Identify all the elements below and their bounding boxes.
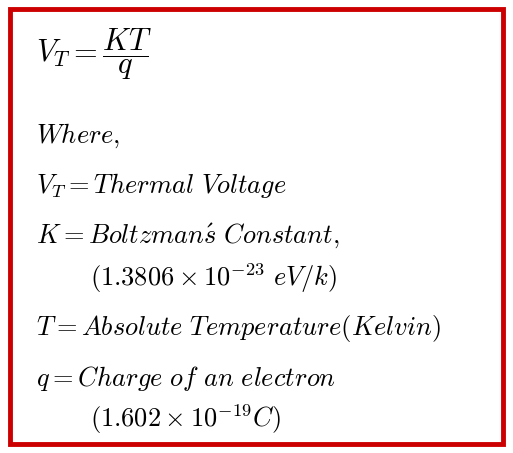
Text: $(1.602 \times 10^{-19}C)$: $(1.602 \times 10^{-19}C)$ xyxy=(90,402,281,436)
Text: $T = Absolute\ Temperature(Kelvin)$: $T = Absolute\ Temperature(Kelvin)$ xyxy=(36,313,441,344)
Text: $V_T = Thermal\ Voltage$: $V_T = Thermal\ Voltage$ xyxy=(36,171,286,200)
Text: $(1.3806 \times 10^{-23}\ eV/k)$: $(1.3806 \times 10^{-23}\ eV/k)$ xyxy=(90,262,337,295)
Text: $V_T = \dfrac{KT}{q}$: $V_T = \dfrac{KT}{q}$ xyxy=(36,27,152,82)
Text: $Where,$: $Where,$ xyxy=(36,122,120,150)
FancyBboxPatch shape xyxy=(10,9,503,444)
Text: $K = Boltzman\'s\ Constant,$: $K = Boltzman\'s\ Constant,$ xyxy=(36,221,340,250)
Text: $q = Charge\ of\ an\ electron$: $q = Charge\ of\ an\ electron$ xyxy=(36,364,336,393)
